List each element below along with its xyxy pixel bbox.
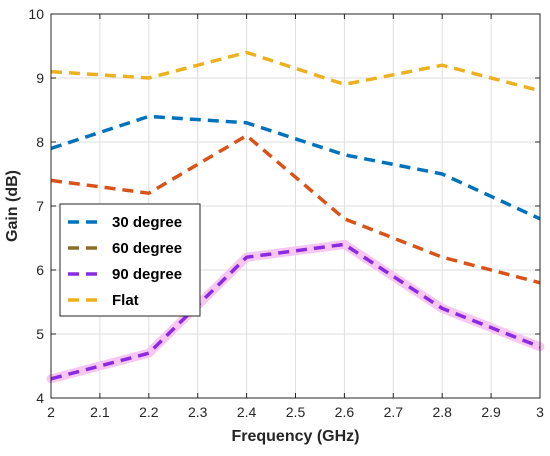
x-tick-labels: 2 2.1 2.2 2.3 2.4 2.5 2.6 2.7 2.8 2.9 3 bbox=[47, 404, 544, 420]
x-tick-label: 2.7 bbox=[384, 404, 404, 420]
x-axis-label: Frequency (GHz) bbox=[231, 428, 359, 445]
x-tick-label: 2.5 bbox=[286, 404, 306, 420]
series-line-30-degree bbox=[50, 114, 541, 221]
series-line-90-degree bbox=[50, 242, 541, 381]
y-tick-label: 5 bbox=[36, 326, 44, 342]
y-tick-label: 6 bbox=[36, 262, 44, 278]
x-tick-label: 2.8 bbox=[432, 404, 452, 420]
x-tick-label: 2.6 bbox=[335, 404, 355, 420]
series-lines bbox=[46, 50, 545, 384]
legend: 30 degree 60 degree 90 degree Flat bbox=[59, 203, 201, 317]
legend-label: Flat bbox=[112, 292, 139, 309]
legend-label: 30 degree bbox=[112, 214, 182, 231]
y-tick-labels: 4 5 6 7 8 9 10 bbox=[28, 6, 44, 406]
x-tick-label: 2.9 bbox=[481, 404, 501, 420]
y-axis-label: Gain (dB) bbox=[4, 170, 21, 242]
legend-label: 90 degree bbox=[112, 266, 182, 283]
y-tick-label: 4 bbox=[36, 390, 44, 406]
x-tick-label: 3 bbox=[536, 404, 544, 420]
y-tick-label: 8 bbox=[36, 134, 44, 150]
plot-frame bbox=[50, 13, 541, 399]
x-tick-label: 2.4 bbox=[237, 404, 257, 420]
legend-label: 60 degree bbox=[112, 240, 182, 257]
x-tick-label: 2.2 bbox=[139, 404, 159, 420]
x-tick-label: 2.3 bbox=[188, 404, 208, 420]
series-line-60-degree bbox=[50, 133, 541, 285]
y-tick-label: 9 bbox=[36, 70, 44, 86]
y-tick-label: 10 bbox=[28, 6, 44, 22]
x-tick-label: 2 bbox=[47, 404, 55, 420]
series-line-flat bbox=[50, 50, 541, 93]
legend-box bbox=[59, 203, 201, 317]
y-tick-label: 7 bbox=[36, 198, 44, 214]
x-tick-label: 2.1 bbox=[90, 404, 110, 420]
